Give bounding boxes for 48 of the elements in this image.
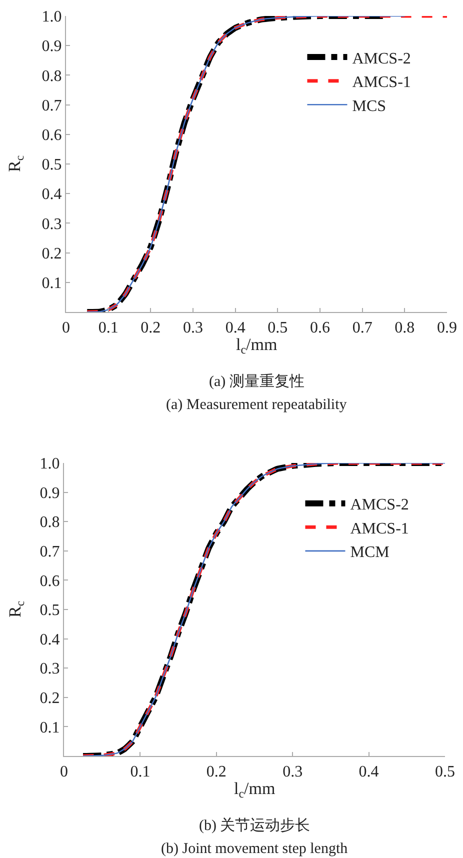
y-tick-label: 0.5 [40,602,60,620]
x-tick-label: 0.7 [352,319,372,336]
y-tick-label: 0.7 [42,97,62,114]
y-tick-label: 0.6 [40,572,60,590]
x-tick-label: 0.5 [268,319,288,336]
x-tick-label: 0.4 [225,319,246,336]
y-tick-label: 0.1 [40,719,60,736]
x-tick-label: 0.8 [394,319,415,336]
y-tick-label: 0.3 [42,216,62,233]
legend-label: AMCS-2 [350,496,409,514]
text: (b) 关节运动步长 [199,817,310,834]
text: (b) Joint movement step length [161,841,348,857]
x-tick-label: 0.6 [310,319,330,336]
legend-label: MCM [350,544,390,562]
y-tick-label: 0.2 [40,690,60,707]
text: (a) 测量重复性 [209,373,304,390]
x-tick-label: 0.9 [437,319,457,336]
y-tick-label: 0.2 [42,245,62,262]
legend-label: AMCS-2 [352,50,411,68]
legend-label: AMCS-1 [350,520,409,538]
x-tick-label: 0 [60,763,68,780]
y-tick-label: 0.5 [42,156,62,174]
x-tick-label: 0.5 [435,763,455,780]
legend-label: AMCS-1 [352,74,411,92]
x-tick-label: 0.2 [140,319,161,336]
x-tick-label: 0.2 [206,763,226,780]
x-tick-label: 0.4 [358,763,379,780]
x-tick-label: 0.3 [282,763,303,780]
y-tick-label: 0.1 [42,275,62,292]
y-tick-label: 0.6 [42,127,62,144]
y-tick-label: 0.3 [40,660,60,678]
y-tick-label: 0.8 [40,514,60,532]
y-tick-label: 1.0 [42,8,62,26]
y-tick-label: 0.8 [42,68,62,85]
y-tick-label: 0.9 [40,484,60,502]
x-tick-label: 0.1 [98,319,118,336]
y-tick-label: 0.7 [40,544,60,560]
legend-label: MCS [352,98,386,115]
x-tick-label: 0.1 [130,763,150,780]
y-tick-label: 0.4 [42,186,62,204]
text: (a) Measurement repeatability [166,397,348,413]
y-tick-label: 0.9 [42,38,62,56]
x-axis-title: l$_{c}$/mm [236,335,278,357]
y-tick-label: 0.4 [40,631,60,648]
y-tick-label: 1.0 [40,456,60,473]
x-axis-title: l$_{c}$/mm [234,779,276,801]
x-tick-label: 0 [62,319,70,336]
x-tick-label: 0.3 [183,319,203,336]
